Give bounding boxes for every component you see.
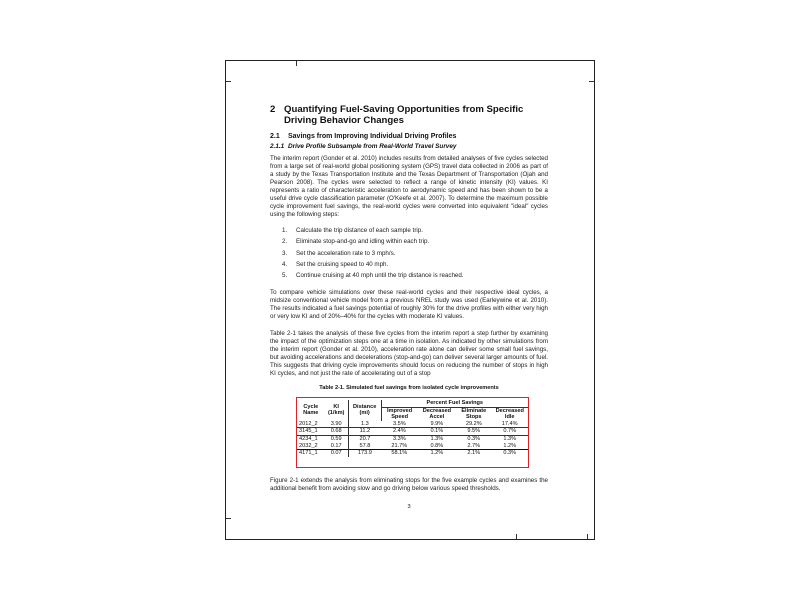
table-caption: Table 2-1. Simulated fuel savings from i…: [319, 385, 499, 391]
list-item: 4. Set the cruising speed to 40 mph.: [282, 261, 464, 272]
table-cell: 58.1%: [381, 449, 418, 457]
paragraph: The interim report (Gonder et al. 2010) …: [270, 155, 548, 218]
steps-list: 1. Calculate the trip distance of each sa…: [282, 227, 464, 283]
chapter-heading: 2 Quantifying Fuel-Saving Opportunities …: [270, 104, 550, 126]
subsection-heading: 2.1.1 Drive Profile Subsample from Real-W…: [270, 143, 456, 150]
table-cell: 29.2%: [465, 420, 482, 427]
table-cell: 57.8: [359, 442, 371, 449]
table-cell: 2032_2: [299, 442, 318, 449]
table-cell: 3.90: [324, 420, 349, 428]
group-header: Percent Fuel Savings: [381, 400, 528, 408]
crop-mark: [226, 518, 231, 519]
crop-mark: [226, 81, 231, 82]
table-row: 4171_1 0.07 173.9 58.1% 1.2% 2.1% 0.3%: [297, 449, 528, 457]
table-cell: 0.3%: [491, 449, 528, 457]
table-row: 3145_1 0.68 11.2 2.4% 0.1% 9.5% 0.7%: [297, 427, 528, 436]
list-text: Set the cruising speed to 40 mph.: [296, 260, 389, 268]
table-cell: 9.5%: [456, 427, 492, 436]
crop-mark: [589, 81, 594, 82]
section-title: Savings from Improving Individual Drivin…: [288, 133, 457, 140]
heading-title: Quantifying Fuel-Saving Opportunities fr…: [284, 104, 524, 126]
table-body: 2012_2 3.90 1.3 3.5% 9.9% 29.2% 17.4% 3145_1 0.6…: [297, 420, 528, 457]
table-cell: 11.2: [348, 427, 382, 436]
table-cell: 2.7%: [467, 442, 481, 449]
paragraph: To compare vehicle simulations over thes…: [270, 289, 548, 320]
table-cell: 0.7%: [491, 427, 528, 436]
list-item: 1. Calculate the trip distance of each sa…: [282, 227, 464, 238]
list-text: Eliminate stop-and-go and idling within …: [296, 238, 430, 246]
table-cell: 1.2%: [417, 449, 457, 457]
col-header-idle: Decreased Idle: [495, 407, 524, 421]
subsection-title: Drive Profile Subsample from Real-World …: [288, 143, 457, 150]
crop-mark: [587, 534, 588, 539]
table-cell: 1.3%: [417, 434, 457, 443]
document-page: 2 Quantifying Fuel-Saving Opportunities …: [225, 60, 595, 540]
table-cell: 1.2%: [503, 442, 517, 449]
fuel-savings-table: Cycle Name KI (1/km) Distance (mi) Perce…: [296, 397, 529, 468]
col-header-cycle: Cycle Name: [303, 403, 319, 417]
list-item: 5. Continue cruising at 40 mph until the …: [282, 272, 464, 283]
table-cell: 173.9: [348, 449, 382, 457]
table-cell: 1.3: [361, 420, 369, 427]
table-row: 2012_2 3.90 1.3 3.5% 9.9% 29.2% 17.4%: [297, 420, 528, 428]
table-cell: 17.4%: [501, 420, 518, 427]
crop-mark: [296, 61, 297, 66]
list-number: 3.: [282, 249, 288, 257]
col-header-stops: Eliminate Stops: [461, 407, 487, 421]
table-cell: 20.7: [348, 434, 382, 443]
col-header-speed: Improved Speed: [387, 407, 413, 421]
col-header-ki: KI (1/km): [327, 403, 345, 417]
crop-mark: [516, 534, 517, 539]
table-cell: 0.8%: [430, 442, 444, 449]
table-cell: 3.5%: [392, 420, 406, 427]
section-number: 2.1: [270, 133, 280, 140]
table-cell: 0.1%: [417, 427, 457, 436]
table-cell: 4234_1: [297, 434, 325, 443]
table-row: 4234_1 0.59 20.7 3.3% 1.3% 0.3% 1.3%: [297, 434, 528, 443]
list-item: 2. Eliminate stop-and-go and idling withi…: [282, 238, 464, 249]
table-cell: 4171_1: [297, 449, 325, 457]
list-number: 2.: [282, 238, 288, 246]
table-cell: 0.07: [324, 449, 349, 457]
table-row: 2032_2 0.17 57.8 21.7% 0.8% 2.7% 1.2%: [297, 442, 528, 450]
paragraph: Table 2-1 takes the analysis of these fi…: [270, 330, 548, 377]
table-cell: 21.7%: [391, 442, 408, 449]
table-cell: 0.3%: [456, 434, 492, 443]
table-cell: 2012_2: [299, 420, 318, 427]
subsection-number: 2.1.1: [270, 143, 285, 150]
list-text: Continue cruising at 40 mph until the tr…: [296, 272, 464, 280]
table-cell: 0.17: [324, 442, 349, 450]
list-text: Calculate the trip distance of each samp…: [296, 227, 423, 234]
list-number: 5.: [282, 272, 288, 280]
list-item: 3. Set the acceleration rate to 3 mph/s.: [282, 250, 464, 261]
list-text: Set the acceleration rate to 3 mph/s.: [296, 249, 396, 257]
col-header-distance: Distance (mi): [347, 400, 382, 421]
table-cell: 0.59: [324, 434, 349, 443]
table-cell: 0.68: [324, 427, 349, 436]
section-heading: 2.1 Savings from Improving Individual Dri…: [270, 133, 456, 140]
table-cell: 1.3%: [491, 434, 528, 443]
table-cell: 9.9%: [430, 420, 444, 427]
table-cell: 3145_1: [297, 427, 325, 436]
page-number: 3: [407, 504, 411, 510]
heading-number: 2: [270, 104, 276, 115]
col-header-accel: Decreased Accel: [422, 407, 452, 421]
table-cell: 2.4%: [381, 427, 418, 436]
paragraph: Figure 2-1 extends the analysis from eli…: [270, 477, 548, 492]
table-cell: 3.3%: [381, 434, 418, 443]
list-number: 1.: [282, 227, 288, 234]
table-cell: 2.1%: [456, 449, 492, 457]
list-number: 4.: [282, 260, 288, 268]
